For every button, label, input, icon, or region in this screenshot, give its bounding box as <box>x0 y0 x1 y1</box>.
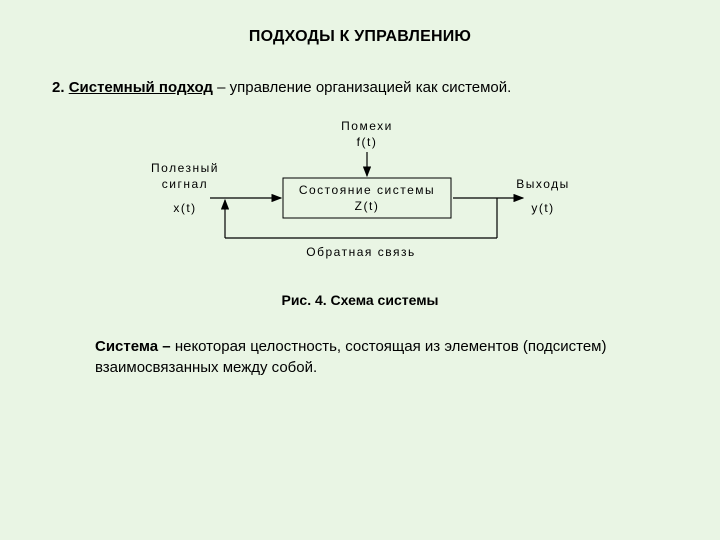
noise-label: Помехи <box>341 119 393 133</box>
definition-lead: Система – <box>95 338 175 355</box>
approach-number: 2. <box>52 79 69 96</box>
input-label-2: сигнал <box>162 177 208 191</box>
page-title: ПОДХОДЫ К УПРАВЛЕНИЮ <box>0 28 720 46</box>
output-label: Выходы <box>516 177 570 191</box>
figure-caption: Рис. 4. Схема системы <box>0 292 720 308</box>
approach-desc: – управление организацией как системой. <box>213 79 511 96</box>
approach-line: 2. Системный подход – управление организ… <box>52 78 672 98</box>
noise-var: f(t) <box>357 135 378 149</box>
definition: Система – некоторая целостность, состоящ… <box>95 336 635 378</box>
system-diagram: Состояние системы Z(t) Помехи f(t) Полез… <box>135 118 585 278</box>
system-box-line2: Z(t) <box>355 199 380 213</box>
input-label-1: Полезный <box>151 161 219 175</box>
approach-name: Системный подход <box>69 79 213 96</box>
output-var: y(t) <box>531 201 554 215</box>
feedback-label: Обратная связь <box>306 245 415 259</box>
input-var: x(t) <box>173 201 196 215</box>
system-box-line1: Состояние системы <box>299 183 435 197</box>
